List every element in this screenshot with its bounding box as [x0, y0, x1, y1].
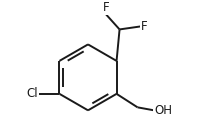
- Text: OH: OH: [154, 104, 172, 117]
- Text: Cl: Cl: [27, 87, 39, 100]
- Text: F: F: [103, 1, 109, 14]
- Text: F: F: [140, 20, 147, 33]
